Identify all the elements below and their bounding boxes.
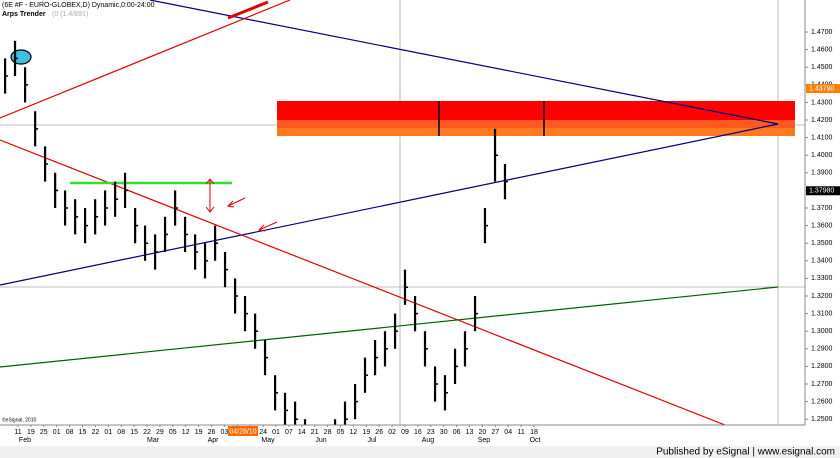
zone [277, 128, 795, 136]
x-tick-label: 15 [79, 429, 87, 436]
x-tick-label: 19 [195, 429, 203, 436]
cursor-label: 04/28/10 [229, 428, 256, 435]
y-tick-label: 1.3000 [811, 328, 833, 335]
x-tick-label: 22 [91, 429, 99, 436]
y-tick-label: 1.4100 [811, 134, 833, 141]
y-tick-label: 1.2800 [811, 363, 833, 370]
x-tick-label: 26 [208, 429, 216, 436]
x-tick-label: 04 [504, 429, 512, 436]
price-marker-label: 1.43790 [809, 85, 834, 92]
y-axis: 1.2500 1.2600 1.2700 1.2800 1.2900 1.3000 1.31… [805, 29, 840, 423]
x-tick-label: 23 [427, 429, 435, 436]
x-tick-label: 25 [40, 429, 48, 436]
y-tick-label: 1.4700 [811, 29, 833, 36]
x-tick-label: 26 [375, 429, 383, 436]
x-tick-label: 14 [298, 429, 306, 436]
month-label: Jun [315, 437, 326, 444]
x-tick-label: 28 [324, 429, 332, 436]
trendline [149, 0, 779, 125]
chart-title: (6E #F - EURO-GLOBEX,D) Dynamic,0:00-24:… [2, 2, 155, 9]
arrow [257, 221, 278, 232]
x-tick-label: 07 [285, 429, 293, 436]
x-tick-label: 24 [259, 429, 267, 436]
x-tick-label: 06 [453, 429, 461, 436]
x-tick-label: 30 [440, 429, 448, 436]
x-tick-label: 11 [14, 429, 21, 436]
y-tick-label: 1.3600 [811, 222, 833, 229]
x-tick-label: 18 [530, 429, 538, 436]
trendline [0, 286, 779, 368]
x-tick-label: 20 [478, 429, 486, 436]
cursor-label-box [228, 426, 258, 436]
y-tick-label: 1.3200 [811, 293, 833, 300]
x-tick-label: 03 [220, 429, 228, 436]
month-label: Oct [530, 437, 541, 444]
y-tick-label: 1.3700 [811, 205, 833, 212]
arrow [226, 197, 246, 208]
month-label: Apr [208, 437, 220, 444]
zone [277, 101, 795, 120]
x-tick-label: 05 [169, 429, 177, 436]
y-tick-label: 1.3300 [811, 275, 833, 282]
price-marker [806, 84, 840, 94]
y-tick-label: 1.4500 [811, 64, 833, 71]
x-tick-label: 01 [272, 429, 280, 436]
y-tick-label: 1.4000 [811, 152, 833, 159]
study-params: (0 (1.4/891) [52, 11, 88, 18]
footer: Published by eSignal | www.esignal.com [656, 447, 835, 458]
price-bars [3, 40, 508, 425]
study-name: Arps Trender [2, 11, 46, 18]
x-tick-label: 02 [388, 429, 396, 436]
trendline [227, 0, 269, 20]
x-tick-label: 19 [27, 429, 35, 436]
trendline [0, 0, 291, 119]
month-label: Mar [147, 437, 160, 444]
month-label: May [261, 437, 275, 444]
x-tick-label: 19 [362, 429, 370, 436]
y-tick-label: 1.3900 [811, 170, 833, 177]
y-tick-label: 1.2500 [811, 416, 833, 423]
y-tick-label: 1.2600 [811, 398, 833, 405]
x-tick-label: 21 [311, 429, 319, 436]
x-tick-label: 13 [466, 429, 474, 436]
month-label: Sep [478, 437, 491, 444]
footer-bar [0, 446, 840, 458]
y-tick-label: 1.3100 [811, 310, 833, 317]
price-marker [806, 186, 840, 196]
x-tick-label: 29 [156, 429, 164, 436]
trendline [0, 123, 779, 286]
y-tick-label: 1.4300 [811, 99, 833, 106]
x-tick-label: 15 [130, 429, 138, 436]
copyright: ©eSignal, 2010 [2, 416, 36, 423]
month-label: Aug [422, 437, 435, 444]
y-tick-label: 1.2900 [811, 346, 833, 353]
trendline [0, 139, 726, 425]
month-label: Feb [19, 437, 31, 444]
x-tick-label: 05 [337, 429, 345, 436]
arrow [205, 178, 215, 213]
x-tick-label: 16 [414, 429, 422, 436]
y-tick-label: 1.4200 [811, 117, 833, 124]
x-tick-label: 08 [66, 429, 74, 436]
month-label: Jul [367, 437, 376, 444]
x-tick-label: 27 [491, 429, 499, 436]
y-tick-label: 1.2700 [811, 381, 833, 388]
y-tick-label: 1.4600 [811, 46, 833, 53]
x-tick-label: 08 [117, 429, 125, 436]
x-tick-label: 11 [517, 429, 524, 436]
price-marker-label: 1.37980 [809, 188, 834, 195]
plot-area [0, 0, 805, 425]
x-tick-label: 09 [401, 429, 409, 436]
x-tick-label: 01 [104, 429, 112, 436]
y-tick-label: 1.3400 [811, 258, 833, 265]
x-tick-label: 22 [143, 429, 151, 436]
x-tick-label: 12 [182, 429, 190, 436]
x-tick-label: 12 [349, 429, 357, 436]
y-tick-label: 1.3500 [811, 240, 833, 247]
x-tick-label: 01 [53, 429, 61, 436]
zone [277, 120, 795, 128]
